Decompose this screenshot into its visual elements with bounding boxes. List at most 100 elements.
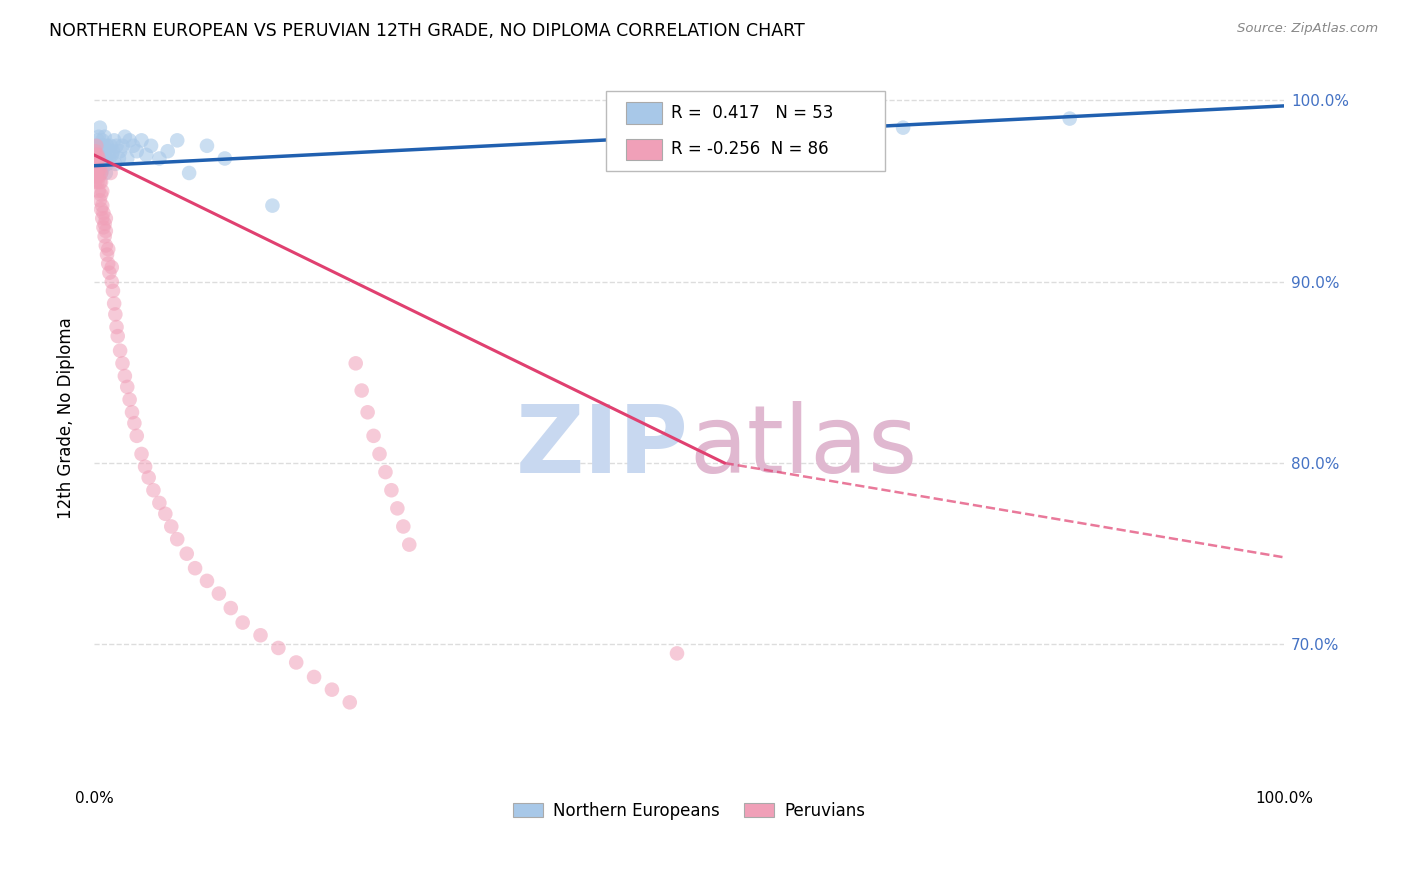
Point: [138, 470, 160, 484]
Point: [262, 199, 284, 213]
Point: [93, 220, 115, 235]
Point: [93, 145, 115, 159]
Point: [118, 392, 141, 407]
Point: [105, 320, 128, 334]
Point: [891, 120, 914, 135]
Point: [125, 145, 148, 159]
Point: [103, 296, 125, 310]
Point: [96, 138, 118, 153]
Point: [302, 670, 325, 684]
Point: [86, 175, 108, 189]
Point: [118, 133, 141, 147]
Point: [117, 152, 139, 166]
Point: [100, 166, 122, 180]
Point: [111, 356, 134, 370]
Point: [84, 148, 107, 162]
Point: [93, 217, 115, 231]
Point: [91, 184, 114, 198]
Point: [93, 138, 115, 153]
Point: [94, 224, 117, 238]
Point: [89, 152, 111, 166]
Point: [344, 356, 367, 370]
Point: [84, 162, 107, 177]
Text: atlas: atlas: [689, 401, 917, 492]
Point: [94, 238, 117, 252]
Point: [1059, 112, 1081, 126]
Point: [387, 501, 409, 516]
Text: R = -0.256  N = 86: R = -0.256 N = 86: [671, 140, 828, 159]
Point: [86, 148, 108, 162]
Point: [91, 133, 114, 147]
Point: [111, 138, 134, 153]
Point: [350, 384, 373, 398]
Point: [368, 447, 391, 461]
Point: [356, 405, 378, 419]
Point: [156, 145, 179, 159]
Point: [84, 157, 107, 171]
Point: [101, 145, 124, 159]
Point: [392, 519, 415, 533]
Point: [90, 187, 112, 202]
Point: [87, 152, 110, 166]
Point: [114, 369, 136, 384]
Point: [101, 148, 124, 162]
FancyBboxPatch shape: [606, 91, 886, 171]
Point: [97, 242, 120, 256]
Point: [374, 465, 396, 479]
Point: [104, 157, 127, 171]
Point: [105, 138, 128, 153]
Point: [108, 343, 131, 358]
Point: [94, 152, 117, 166]
Point: [87, 129, 110, 144]
Point: [666, 647, 689, 661]
Point: [86, 157, 108, 171]
Point: [84, 138, 107, 153]
Point: [380, 483, 402, 498]
Point: [84, 169, 107, 184]
Point: [139, 138, 162, 153]
Point: [91, 211, 114, 226]
Point: [87, 162, 110, 177]
Point: [87, 169, 110, 184]
Point: [160, 519, 183, 533]
Point: [219, 601, 242, 615]
Point: [107, 329, 129, 343]
Point: [89, 193, 111, 207]
Point: [98, 152, 121, 166]
Point: [176, 547, 198, 561]
Point: [363, 429, 385, 443]
Point: [195, 138, 218, 153]
Point: [90, 175, 112, 189]
Point: [155, 507, 177, 521]
Point: [114, 129, 136, 144]
Point: [214, 152, 236, 166]
Point: [232, 615, 254, 630]
Point: [87, 148, 110, 162]
Point: [93, 229, 115, 244]
Point: [84, 148, 107, 162]
Point: [96, 157, 118, 171]
Point: [89, 162, 111, 177]
Point: [101, 275, 124, 289]
Point: [134, 459, 156, 474]
Y-axis label: 12th Grade, No Diploma: 12th Grade, No Diploma: [58, 317, 75, 518]
Point: [84, 152, 107, 166]
Point: [103, 133, 125, 147]
Point: [84, 152, 107, 166]
Point: [124, 416, 146, 430]
Point: [86, 157, 108, 171]
Point: [142, 483, 165, 498]
Point: [91, 199, 114, 213]
Point: [97, 145, 120, 159]
Point: [93, 152, 115, 166]
Point: [122, 138, 145, 153]
Point: [89, 120, 111, 135]
Point: [339, 695, 361, 709]
Point: [91, 148, 114, 162]
Point: [89, 175, 111, 189]
Point: [131, 447, 153, 461]
Point: [131, 133, 153, 147]
Point: [148, 152, 170, 166]
Point: [179, 166, 201, 180]
Text: NORTHERN EUROPEAN VS PERUVIAN 12TH GRADE, NO DIPLOMA CORRELATION CHART: NORTHERN EUROPEAN VS PERUVIAN 12TH GRADE…: [49, 22, 806, 40]
